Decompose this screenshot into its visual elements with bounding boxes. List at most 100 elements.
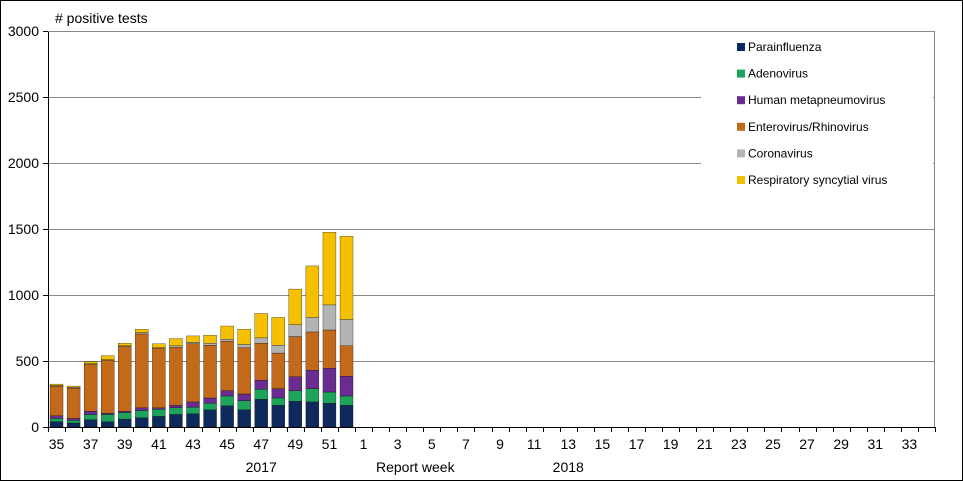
bar-46-parainfluenza: [237, 409, 251, 428]
x-tick-label-37: 37: [83, 436, 99, 452]
bar-40-coronavirus: [135, 332, 149, 335]
bar-37-respiratory-syncytial-virus: [83, 361, 98, 364]
x-tick-label-35: 35: [49, 436, 65, 452]
y-axis-title: # positive tests: [55, 10, 148, 26]
legend-label-respiratory-syncytial-virus: Respiratory syncytial virus: [748, 173, 887, 187]
legend-background: [701, 33, 933, 201]
year-label-2017: 2017: [246, 459, 277, 475]
bar-44-parainfluenza: [203, 409, 217, 428]
bar-37-parainfluenza: [83, 419, 98, 428]
x-tick-label-13: 13: [560, 436, 576, 452]
bar-35-adenovirus: [49, 418, 64, 422]
x-tick-labels: 35 37 39 41 43 45 47 49 51 1 3 5 7 9 11 13 15 17 19 21 23 25 2…: [49, 436, 918, 452]
bar-42-respiratory-syncytial-virus: [169, 338, 183, 346]
bar-49-parainfluenza: [288, 401, 302, 428]
bar-42-coronavirus: [169, 345, 183, 348]
y-tick-label-2500: 2500: [8, 89, 39, 105]
bar-52-parainfluenza: [339, 405, 354, 428]
bar-41-human-metapneumovirus: [152, 407, 166, 410]
bar-36-respiratory-syncytial-virus: [66, 385, 81, 388]
x-tick-label-17: 17: [629, 436, 645, 452]
bar-48-respiratory-syncytial-virus: [271, 317, 285, 346]
x-tick-label-21: 21: [697, 436, 713, 452]
x-axis-label: Report week: [376, 459, 456, 475]
bar-38-respiratory-syncytial-virus: [101, 355, 115, 360]
bar-50-parainfluenza: [305, 401, 320, 428]
bar-47-respiratory-syncytial-virus: [254, 313, 268, 339]
bar-43-human-metapneumovirus: [186, 401, 200, 408]
bar-48-enterovirus-rhinovirus: [271, 352, 285, 389]
bar-41-enterovirus-rhinovirus: [152, 348, 166, 409]
x-tick-label-39: 39: [117, 436, 133, 452]
bar-47-enterovirus-rhinovirus: [254, 343, 268, 381]
bar-49-coronavirus: [288, 324, 302, 337]
y-tick-label-1500: 1500: [8, 221, 39, 237]
bar-40-enterovirus-rhinovirus: [135, 333, 149, 409]
bar-44-enterovirus-rhinovirus: [203, 345, 217, 399]
y-tick-label-3000: 3000: [8, 23, 39, 39]
y-tick-label-1000: 1000: [8, 287, 39, 303]
x-tick-label-41: 41: [151, 436, 167, 452]
x-tick-label-49: 49: [288, 436, 304, 452]
x-tick-label-11: 11: [527, 436, 542, 452]
x-tick-label-25: 25: [765, 436, 781, 452]
x-tick-label-3: 3: [394, 436, 402, 452]
bar-51-enterovirus-rhinovirus: [322, 329, 337, 369]
legend-swatch-enterovirus-rhinovirus: [737, 122, 745, 131]
legend-label-coronavirus: Coronavirus: [748, 146, 813, 160]
x-tick-label-23: 23: [731, 436, 747, 452]
bar-38-adenovirus: [101, 414, 115, 422]
bar-47-adenovirus: [254, 389, 268, 400]
bar-47-human-metapneumovirus: [254, 379, 268, 390]
bar-42-human-metapneumovirus: [169, 405, 183, 409]
bar-51-coronavirus: [322, 304, 337, 331]
bar-40-parainfluenza: [135, 417, 149, 428]
year-labels: 2017 2018: [246, 459, 584, 475]
bar-50-enterovirus-rhinovirus: [305, 331, 320, 371]
bar-38-parainfluenza: [101, 421, 115, 428]
bar-39-enterovirus-rhinovirus: [118, 346, 132, 412]
x-tick-label-9: 9: [496, 436, 504, 452]
bar-46-human-metapneumovirus: [237, 393, 251, 401]
legend-label-adenovirus: Adenovirus: [748, 67, 808, 81]
bar-40-respiratory-syncytial-virus: [135, 329, 149, 333]
bar-46-adenovirus: [237, 400, 251, 410]
bar-45-human-metapneumovirus: [220, 390, 234, 397]
bar-42-enterovirus-rhinovirus: [169, 346, 183, 406]
bar-37-adenovirus: [83, 414, 98, 420]
legend-label-human-metapneumovirus: Human metapneumovirus: [748, 93, 885, 107]
year-label-2018: 2018: [553, 459, 584, 475]
bar-39-adenovirus: [118, 412, 132, 420]
bar-43-adenovirus: [186, 407, 200, 414]
bar-45-enterovirus-rhinovirus: [220, 341, 234, 391]
bar-46-enterovirus-rhinovirus: [237, 347, 251, 395]
x-tick-label-47: 47: [253, 436, 269, 452]
bar-51-adenovirus: [322, 391, 337, 404]
legend: Parainfluenza Adenovirus Human metapneumov…: [737, 40, 887, 187]
bar-42-adenovirus: [169, 407, 183, 415]
bar-44-adenovirus: [203, 403, 217, 410]
bar-43-enterovirus-rhinovirus: [186, 343, 200, 403]
bars: [49, 232, 354, 428]
bar-39-parainfluenza: [118, 418, 132, 428]
bar-36-human-metapneumovirus: [66, 418, 81, 421]
bar-36-enterovirus-rhinovirus: [66, 387, 81, 419]
bar-38-human-metapneumovirus: [101, 412, 115, 415]
x-tick-label-43: 43: [185, 436, 201, 452]
bar-47-coronavirus: [254, 337, 268, 344]
bar-45-adenovirus: [220, 395, 234, 407]
bar-43-coronavirus: [186, 342, 200, 344]
bar-40-human-metapneumovirus: [135, 407, 149, 411]
bar-39-respiratory-syncytial-virus: [118, 343, 132, 346]
bar-39-human-metapneumovirus: [118, 411, 132, 413]
bar-48-human-metapneumovirus: [271, 388, 285, 399]
bar-43-parainfluenza: [186, 413, 200, 428]
bar-44-respiratory-syncytial-virus: [203, 335, 217, 344]
x-tick-label-51: 51: [322, 436, 338, 452]
bar-48-adenovirus: [271, 397, 285, 406]
bar-51-parainfluenza: [322, 403, 337, 428]
bar-41-respiratory-syncytial-virus: [152, 343, 166, 348]
bar-51-respiratory-syncytial-virus: [322, 232, 337, 306]
legend-swatch-human-metapneumovirus: [737, 96, 745, 105]
x-tick-label-7: 7: [462, 436, 470, 452]
